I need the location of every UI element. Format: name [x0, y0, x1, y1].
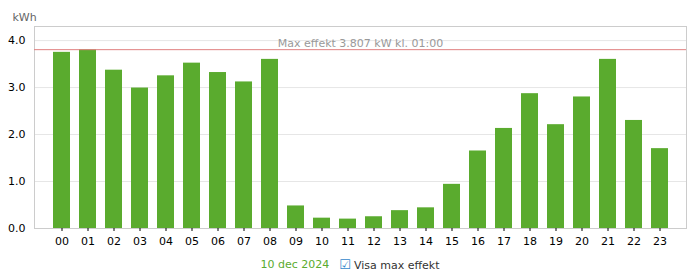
svg-text:1.0: 1.0	[8, 175, 26, 188]
svg-text:14: 14	[419, 235, 433, 248]
svg-text:23: 23	[653, 235, 667, 248]
svg-text:10: 10	[315, 235, 329, 248]
svg-text:15: 15	[445, 235, 459, 248]
svg-text:19: 19	[549, 235, 563, 248]
svg-text:13: 13	[393, 235, 407, 248]
svg-text:00: 00	[55, 235, 69, 248]
svg-text:07: 07	[237, 235, 251, 248]
svg-text:kWh: kWh	[13, 11, 37, 24]
svg-text:04: 04	[159, 235, 173, 248]
html-text:☑ Visa max effekt: ☑ Visa max effekt	[339, 256, 440, 272]
svg-text:16: 16	[471, 235, 485, 248]
svg-text:06: 06	[211, 235, 225, 248]
svg-text:2.0: 2.0	[8, 128, 26, 141]
svg-text:4.0: 4.0	[8, 34, 26, 47]
svg-text:Max effekt 3.807 kW kl. 01:00: Max effekt 3.807 kW kl. 01:00	[278, 37, 443, 50]
svg-text:11: 11	[341, 235, 355, 248]
svg-text:3.0: 3.0	[8, 81, 26, 94]
svg-text:09: 09	[289, 235, 303, 248]
svg-text:21: 21	[601, 235, 615, 248]
svg-text:05: 05	[185, 235, 199, 248]
svg-text:0.0: 0.0	[8, 222, 26, 235]
svg-text:01: 01	[81, 235, 95, 248]
svg-text:18: 18	[523, 235, 537, 248]
html-text:10 dec 2024: 10 dec 2024	[260, 257, 330, 271]
svg-text:20: 20	[575, 235, 589, 248]
svg-text:12: 12	[367, 235, 381, 248]
svg-text:02: 02	[107, 235, 121, 248]
svg-text:03: 03	[133, 235, 147, 248]
svg-text:08: 08	[263, 235, 277, 248]
svg-text:17: 17	[497, 235, 511, 248]
svg-text:22: 22	[627, 235, 641, 248]
